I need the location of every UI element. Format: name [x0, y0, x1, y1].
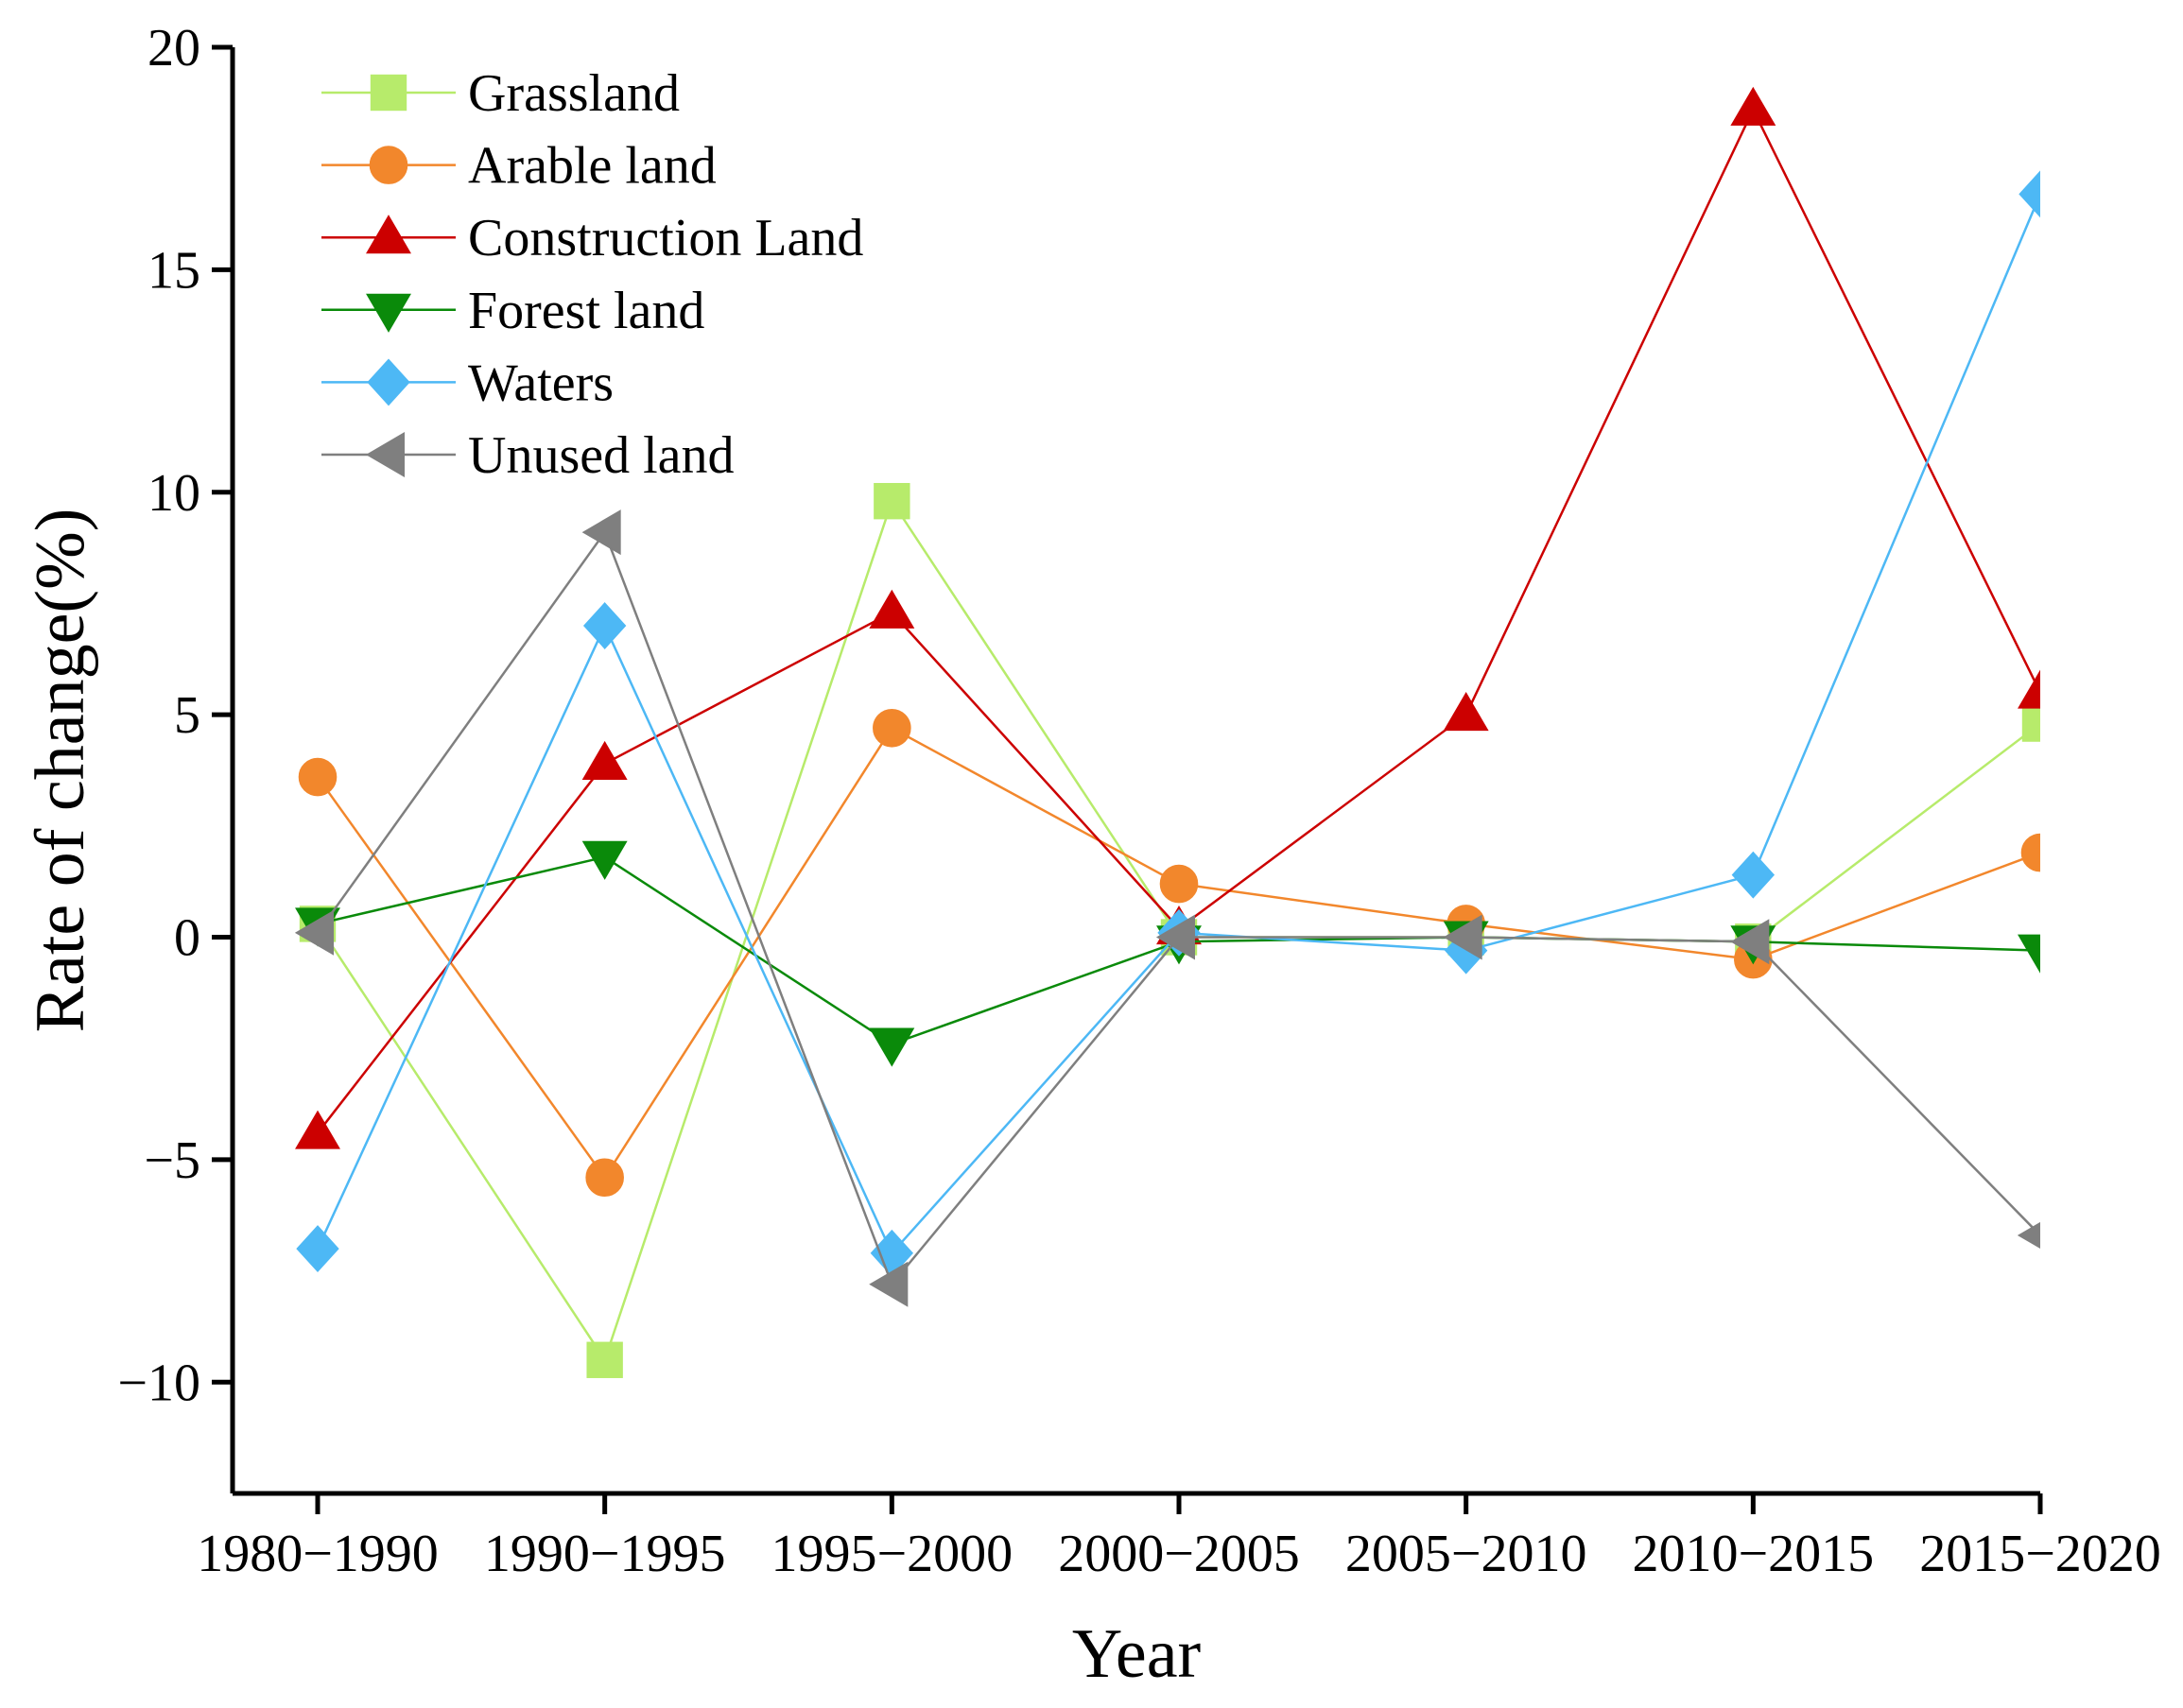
legend-item-forest-land: Forest land	[321, 282, 704, 340]
y-tick-label: 15	[147, 241, 200, 300]
data-point-construction-land	[1443, 692, 1489, 732]
legend-label: Waters	[468, 354, 614, 412]
legend-item-construction-land: Construction Land	[321, 209, 863, 267]
series-unused-land	[294, 509, 2040, 1307]
legend-marker	[366, 215, 411, 254]
y-tick-label: 5	[174, 686, 200, 745]
legend-item-grassland: Grassland	[321, 64, 680, 123]
data-point-construction-land	[2018, 669, 2040, 709]
data-point-unused-land	[1443, 914, 1482, 960]
legend-label: Grassland	[468, 64, 680, 123]
data-point-unused-land	[294, 909, 334, 956]
legend-item-arable-land: Arable land	[321, 137, 717, 196]
legend-marker	[369, 146, 408, 184]
data-point-arable-land	[2020, 833, 2040, 872]
data-point-waters	[296, 1225, 339, 1273]
x-tick-label: 1990−1995	[484, 1525, 726, 1583]
data-point-unused-land	[2017, 1221, 2040, 1250]
legend-marker	[366, 293, 411, 333]
data-point-waters	[1731, 851, 1776, 899]
legend-label: Construction Land	[468, 209, 863, 267]
data-point-forest-land	[581, 840, 628, 880]
x-tick-label: 1995−2000	[771, 1525, 1014, 1583]
x-tick-label: 2005−2010	[1345, 1525, 1587, 1583]
data-point-grassland	[2021, 705, 2040, 742]
series-group	[294, 86, 2040, 1378]
x-tick-label: 2015−2020	[1919, 1525, 2161, 1583]
y-tick-label: 20	[147, 19, 200, 78]
data-point-arable-land	[298, 757, 338, 797]
x-axis-title: Year	[1072, 1615, 1201, 1693]
data-point-construction-land	[295, 1110, 340, 1149]
legend-marker	[367, 358, 410, 406]
legend: Grassland Arable land Construction Land For…	[321, 64, 863, 485]
y-ticks: −10 −5 0 5 10 15 20	[117, 19, 233, 1412]
y-tick-label: 10	[147, 464, 200, 523]
y-tick-label: −5	[144, 1131, 200, 1190]
legend-label: Unused land	[468, 426, 735, 485]
data-point-waters	[2018, 170, 2040, 218]
data-point-forest-land	[2018, 934, 2040, 974]
data-point-construction-land	[869, 589, 915, 629]
x-ticks: 1980−1990 1990−1995 1995−2000 2000−2005 2005…	[197, 1493, 2161, 1583]
data-point-grassland	[586, 1341, 623, 1378]
data-point-forest-land	[869, 1027, 915, 1067]
data-point-construction-land	[581, 740, 628, 780]
y-axis-title: Rate of change(%)	[22, 509, 99, 1033]
data-point-unused-land	[869, 1261, 909, 1307]
legend-item-waters: Waters	[321, 354, 614, 412]
data-point-unused-land	[1155, 914, 1195, 960]
data-point-arable-land	[1159, 864, 1199, 904]
axes	[230, 47, 2040, 1496]
data-point-arable-land	[585, 1158, 624, 1198]
data-point-waters	[582, 602, 627, 649]
legend-label: Arable land	[468, 137, 717, 196]
x-tick-label: 2000−2005	[1058, 1525, 1300, 1583]
y-tick-label: 0	[174, 909, 200, 968]
data-point-construction-land	[1730, 86, 1776, 126]
legend-marker	[370, 74, 407, 112]
data-point-arable-land	[873, 708, 911, 748]
legend-label: Forest land	[468, 282, 704, 340]
y-tick-label: −10	[117, 1354, 200, 1412]
x-tick-label: 1980−1990	[197, 1525, 439, 1583]
x-tick-label: 2010−2015	[1633, 1525, 1875, 1583]
legend-item-unused-land: Unused land	[321, 426, 735, 485]
data-point-grassland	[874, 482, 910, 520]
legend-marker	[365, 432, 405, 477]
data-point-unused-land	[581, 509, 621, 556]
data-point-unused-land	[1730, 919, 1770, 965]
